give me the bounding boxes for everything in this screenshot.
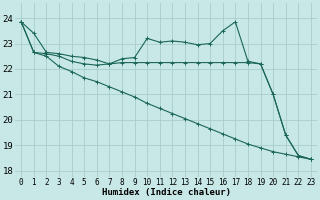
X-axis label: Humidex (Indice chaleur): Humidex (Indice chaleur) bbox=[101, 188, 231, 197]
